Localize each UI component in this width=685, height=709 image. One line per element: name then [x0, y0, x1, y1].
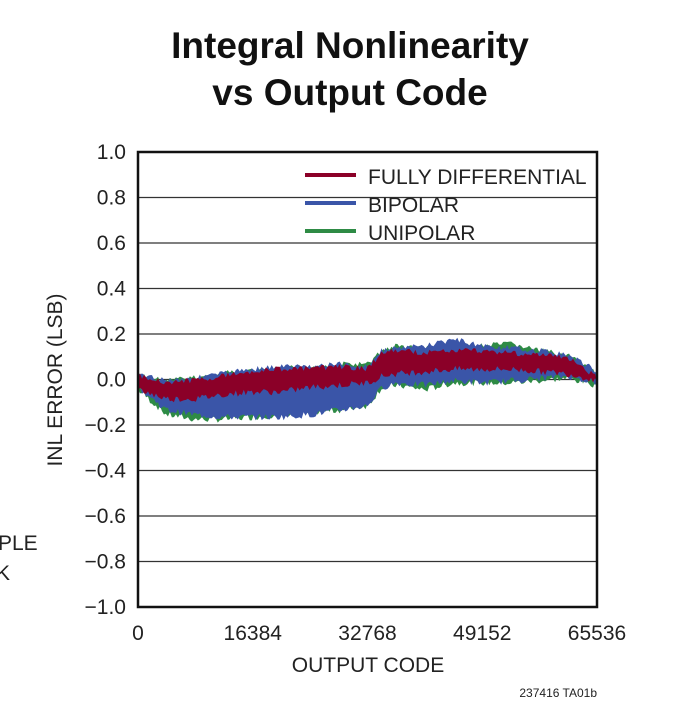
- legend-label: UNIPOLAR: [368, 222, 475, 245]
- y-tick-label: 0.4: [97, 278, 127, 301]
- series-band-fully-differential: [138, 348, 597, 403]
- y-tick-label: 0.2: [97, 323, 126, 346]
- x-tick-label: 0: [132, 622, 144, 645]
- x-axis-label: OUTPUT CODE: [292, 654, 444, 677]
- x-tick-label: 65536: [568, 622, 626, 645]
- plot-frame: [136, 150, 599, 609]
- x-tick-labels: 0 16384 32768 49152 65536: [132, 622, 626, 645]
- y-tick-label: −0.6: [85, 505, 126, 528]
- legend-label: BIPOLAR: [368, 194, 459, 217]
- y-tick-label: 0.6: [97, 232, 126, 255]
- y-tick-label: −0.2: [85, 414, 126, 437]
- y-tick-label: −0.8: [85, 551, 126, 574]
- figure-code: 237416 TA01b: [519, 686, 597, 700]
- x-tick-label: 16384: [224, 622, 283, 645]
- y-tick-label: −1.0: [85, 596, 126, 619]
- series-bands: [138, 337, 597, 423]
- cropped-text-1: PLE: [0, 532, 38, 555]
- y-tick-labels: 1.0 0.8 0.6 0.4 0.2 0.0 −0.2 −0.4 −0.6 −0.8 −1.0: [85, 141, 127, 619]
- legend: FULLY DIFFERENTIAL BIPOLAR UNIPOLAR: [305, 166, 587, 245]
- cropped-text-2: K: [0, 562, 10, 585]
- legend-label: FULLY DIFFERENTIAL: [368, 166, 587, 189]
- chart-title-line1: Integral Nonlinearity: [171, 25, 529, 66]
- chart-title-line2: vs Output Code: [212, 72, 487, 113]
- y-tick-label: 1.0: [97, 141, 126, 164]
- y-axis-label: INL ERROR (LSB): [44, 293, 67, 466]
- y-tick-label: 0.8: [97, 187, 126, 210]
- y-tick-label: −0.4: [85, 460, 127, 483]
- y-tick-label: 0.0: [97, 369, 126, 392]
- x-tick-label: 49152: [453, 622, 511, 645]
- x-tick-label: 32768: [338, 622, 396, 645]
